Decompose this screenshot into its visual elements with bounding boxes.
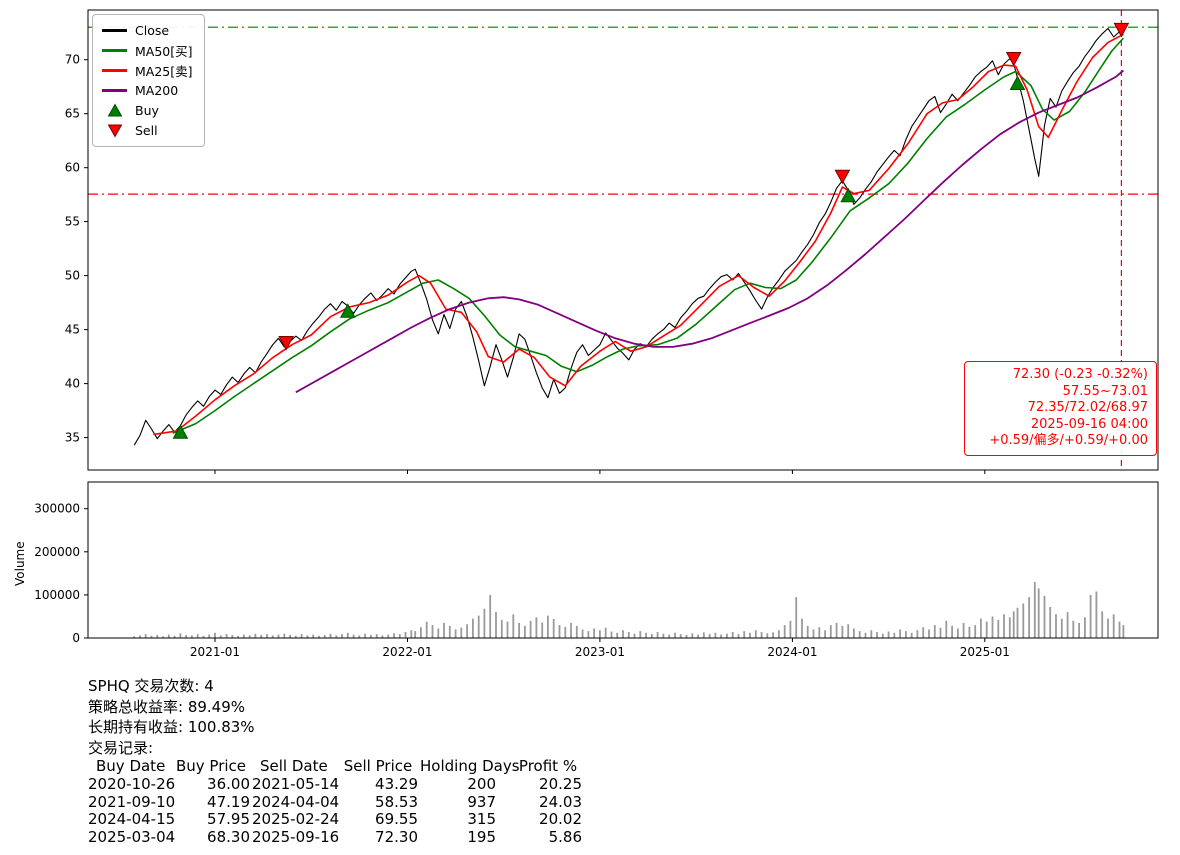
trade-row-cell: 2025-03-04: [88, 828, 176, 847]
price-y-tick-label: 60: [65, 161, 80, 175]
legend-label-ma50: MA50[买]: [135, 44, 193, 59]
legend-item-ma25: MA25[卖]: [102, 62, 193, 79]
trade-row-cell: 2025-02-24: [252, 810, 340, 829]
col-header-buy-date: Buy Date: [96, 757, 166, 775]
price-y-tick-label: 35: [65, 431, 80, 445]
volume-y-tick-label: 200000: [34, 545, 80, 559]
price-plot-frame: [87, 9, 1159, 471]
col-header-sell-date: Sell Date: [260, 757, 328, 775]
annotation-signal-line: +0.59/偏多/+0.59/+0.00: [989, 433, 1148, 449]
trade-row-cell: 937: [467, 792, 496, 811]
trade-row-cell: 24.03: [539, 792, 582, 811]
trade-row-cell: 20.02: [539, 810, 582, 829]
sell-marker: [1113, 22, 1130, 38]
chart-canvas: 35 40 45 50 55 60 65 70 0 100000 200000 300000 2021-…: [34, 9, 1159, 659]
volume-axis-label: Volume: [13, 541, 27, 586]
legend-label-ma25: MA25[卖]: [135, 64, 193, 79]
trade-table: Buy Date Buy Price Sell Date Sell Price …: [88, 757, 584, 847]
volume-y-tick-label: 0: [72, 631, 80, 645]
price-y-tick-label: 40: [65, 377, 80, 391]
col-header-holding-days: Holding Days: [420, 757, 520, 775]
legend-label-sell: Sell: [135, 123, 158, 138]
ma50-line-swatch: [102, 49, 127, 52]
trade-row-cell: 57.95: [207, 810, 250, 829]
trade-row-cell: 2024-04-15: [88, 810, 176, 829]
col-header-sell-price: Sell Price: [343, 757, 413, 775]
quote-annotation: 72.30 (-0.23 -0.32%) 57.55~73.01 72.35/7…: [964, 361, 1157, 456]
trade-row-cell: 43.29: [375, 774, 418, 793]
legend-label-ma200: MA200: [135, 83, 179, 98]
legend-label-buy: Buy: [135, 103, 159, 118]
trade-row-cell: 2020-10-26: [88, 774, 176, 793]
trade-row-cell: 200: [467, 774, 496, 793]
trade-row-cell: 58.53: [375, 792, 418, 811]
col-header-buy-price: Buy Price: [175, 757, 247, 775]
ma200-line: [295, 69, 1124, 394]
trade-row-cell: 69.55: [375, 810, 418, 829]
trade-row-cell: 2024-04-04: [252, 792, 340, 811]
trade-row-cell: 2025-09-16: [252, 828, 340, 847]
price-y-tick-label: 70: [65, 53, 80, 67]
ma25-line-swatch: [102, 69, 127, 72]
trade-row-cell: 47.19: [207, 792, 250, 811]
legend-item-close: Close: [102, 22, 193, 39]
ma200-line-swatch: [102, 89, 127, 92]
buy-marker: [172, 424, 189, 439]
annotation-price-line: 72.30 (-0.23 -0.32%): [1012, 367, 1148, 382]
trade-row-cell: 72.30: [375, 828, 418, 847]
trade-row-cell: 2021-05-14: [252, 774, 340, 793]
annotation-range-line: 57.55~73.01: [1062, 383, 1148, 399]
legend-label-close: Close: [135, 23, 170, 38]
summary-trade-count: SPHQ 交易次数: 4: [88, 677, 214, 695]
annotation-ma-line: 72.35/72.02/68.97: [1027, 400, 1148, 416]
sell-marker: [278, 336, 295, 351]
price-y-tick-label: 55: [65, 215, 80, 229]
summary-records-label: 交易记录:: [88, 738, 154, 757]
buy-marker: [840, 187, 857, 203]
legend: Close MA50[买] MA25[卖] MA200 Buy Sell: [92, 14, 205, 147]
x-tick-label: 2025-01: [960, 645, 1010, 659]
x-tick-label: 2021-01: [190, 645, 240, 659]
trade-row-cell: 195: [467, 828, 496, 847]
buy-marker: [339, 303, 356, 318]
annotation-date-line: 2025-09-16 04:00: [1030, 416, 1148, 432]
sell-marker: [1005, 52, 1022, 67]
legend-item-ma200: MA200: [102, 82, 193, 99]
summary-hold-return: 长期持有收益: 100.83%: [88, 718, 255, 736]
x-tick-label: 2023-01: [575, 645, 625, 659]
trade-row-cell: 5.86: [548, 828, 582, 847]
sell-triangle-icon: [102, 123, 127, 138]
sell-marker: [834, 169, 851, 185]
close-line-swatch: [102, 29, 127, 32]
volume-y-tick-label: 100000: [34, 588, 80, 602]
volume-y-tick-label: 300000: [34, 502, 80, 516]
trade-row-cell: 68.30: [207, 828, 250, 847]
legend-item-sell: Sell: [102, 122, 193, 139]
trade-row-cell: 315: [467, 810, 496, 829]
price-y-tick-label: 65: [65, 107, 80, 121]
summary-block: SPHQ 交易次数: 4 策略总收益率: 89.49% 长期持有收益: 100.…: [88, 676, 584, 847]
col-header-profit: Profit %: [518, 757, 578, 775]
x-tick-label: 2024-01: [767, 645, 817, 659]
trade-row-cell: 2021-09-10: [88, 792, 176, 811]
buy-marker: [1009, 75, 1026, 90]
buy-triangle-icon: [102, 103, 127, 118]
legend-item-ma50: MA50[买]: [102, 42, 193, 59]
ma50-line: [172, 37, 1124, 435]
price-y-tick-label: 50: [65, 269, 80, 283]
x-tick-label: 2022-01: [382, 645, 432, 659]
volume-plot-frame: [87, 481, 1159, 639]
legend-item-buy: Buy: [102, 102, 193, 119]
trade-row-cell: 20.25: [539, 774, 582, 793]
trade-row-cell: 36.00: [207, 774, 250, 793]
summary-strategy-return: 策略总收益率: 89.49%: [88, 697, 246, 716]
price-y-tick-label: 45: [65, 323, 80, 337]
